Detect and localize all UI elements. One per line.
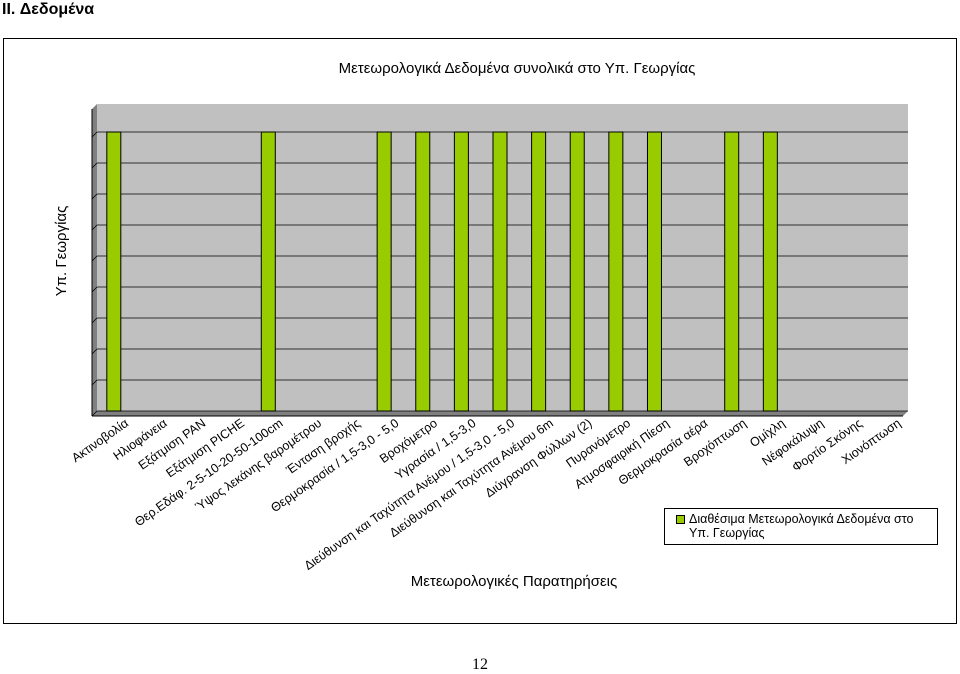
bar-17 <box>762 131 778 412</box>
page-number: 12 <box>472 656 488 673</box>
bar-9 <box>453 131 469 412</box>
gridline-side <box>91 193 98 200</box>
x-axis-label: Μετεωρολογικές Παρατηρήσεις <box>411 573 617 590</box>
bar-0 <box>106 131 122 412</box>
gridline-side <box>91 348 98 355</box>
chart-bars <box>106 131 778 412</box>
bar-13 <box>608 131 624 412</box>
plot-floor <box>92 411 908 416</box>
legend-series-label: Διαθέσιμα Μετεωρολογικά Δεδομένα στο Υπ.… <box>689 512 914 540</box>
plot-side-wall <box>92 104 97 416</box>
chart-title: Μετεωρολογικά Δεδομένα συνολικά στο Υπ. … <box>339 60 696 77</box>
legend-swatch <box>676 515 685 524</box>
bar-16 <box>724 131 740 412</box>
bar-10 <box>492 131 508 412</box>
chart-legend: Διαθέσιμα Μετεωρολογικά Δεδομένα στο Υπ.… <box>664 508 938 545</box>
bar-12 <box>569 131 585 412</box>
bar-4 <box>260 131 276 412</box>
bar-7 <box>376 131 392 412</box>
gridline-side <box>91 131 98 138</box>
bar-11 <box>531 131 547 412</box>
gridline-side <box>91 286 98 293</box>
gridline-side <box>91 379 98 386</box>
gridline-side <box>91 224 98 231</box>
section-title: II. Δεδομένα <box>2 1 95 18</box>
bar-14 <box>646 131 662 412</box>
gridline-side <box>91 162 98 169</box>
y-axis-label: Υπ. Γεωργίας <box>53 206 70 297</box>
gridline-side <box>91 410 98 417</box>
gridline-side <box>91 317 98 324</box>
chart-frame: Ακτινοβολία Ηλιοφάνεια Εξάτμιση PAN Εξάτμισ… <box>3 38 957 624</box>
gridline-side <box>91 255 98 262</box>
bar-8 <box>415 131 431 412</box>
